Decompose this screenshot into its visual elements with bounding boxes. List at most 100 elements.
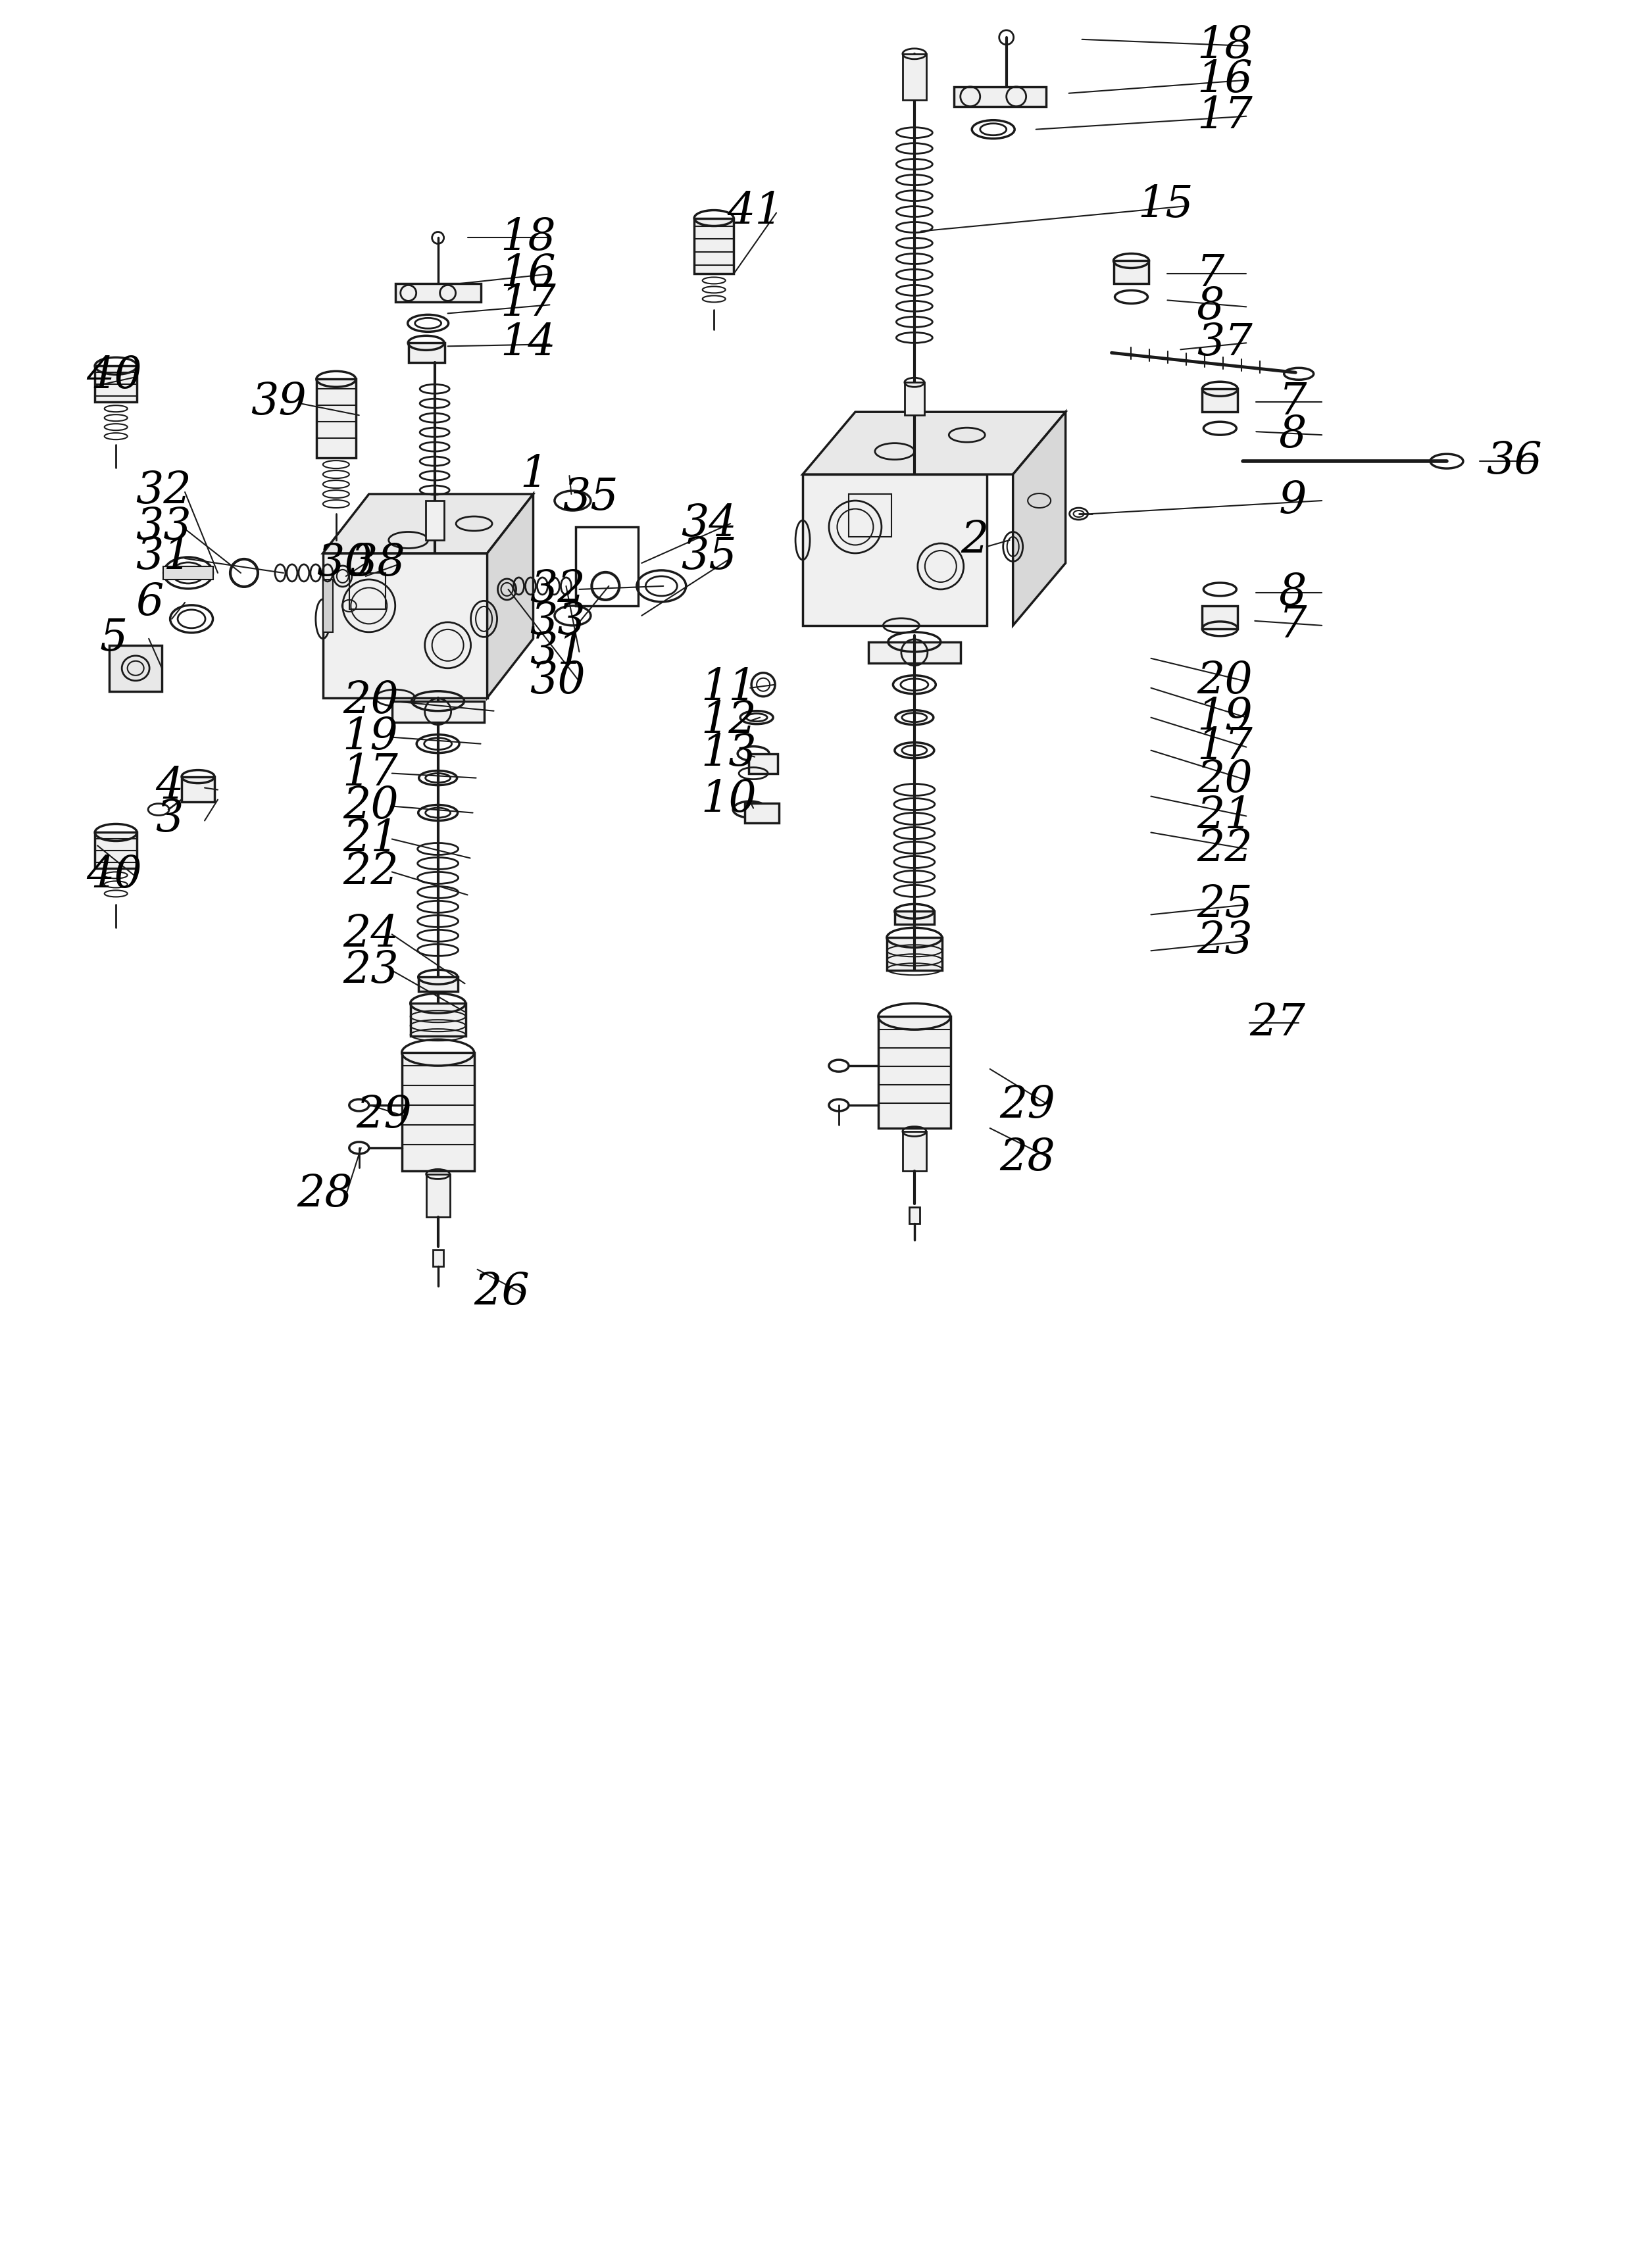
Text: 17: 17 (342, 752, 398, 794)
Bar (902, 1131, 927, 1171)
Bar (182, 776, 215, 801)
Bar (109, 646, 162, 691)
Text: 1: 1 (520, 454, 548, 497)
Bar (1203, 388, 1237, 413)
Text: 8: 8 (1198, 284, 1224, 327)
Bar (395, 284, 481, 302)
Text: 22: 22 (1198, 828, 1252, 871)
Bar (694, 219, 733, 273)
Text: 20: 20 (1198, 659, 1252, 702)
Bar (902, 54, 927, 99)
Text: 9: 9 (1279, 478, 1307, 521)
Text: 25: 25 (1198, 882, 1252, 925)
Text: 16: 16 (1198, 59, 1252, 102)
Polygon shape (487, 494, 534, 697)
Bar (410, 1004, 466, 1036)
Text: 33: 33 (530, 600, 586, 643)
Text: 20: 20 (342, 785, 398, 828)
Text: 35: 35 (563, 476, 618, 519)
Text: 30: 30 (530, 659, 586, 702)
Text: 40: 40 (86, 354, 142, 397)
Text: 7: 7 (1279, 605, 1307, 648)
Text: 11: 11 (700, 666, 757, 709)
Bar (426, 501, 444, 539)
Text: 15: 15 (1138, 183, 1194, 226)
Text: 24: 24 (342, 912, 398, 955)
Text: 12: 12 (700, 700, 757, 743)
Bar (317, 379, 355, 458)
Text: 17: 17 (1198, 724, 1252, 770)
Text: 37: 37 (1198, 320, 1252, 363)
Bar (748, 754, 778, 774)
Bar (1203, 605, 1237, 630)
Text: 26: 26 (474, 1271, 530, 1314)
Text: 34: 34 (681, 501, 737, 546)
Text: 16: 16 (501, 253, 557, 296)
Text: 31: 31 (135, 535, 192, 578)
Text: 38: 38 (349, 542, 405, 585)
Text: 30: 30 (317, 542, 372, 585)
Text: 29: 29 (999, 1083, 1056, 1126)
Text: 20: 20 (342, 679, 398, 722)
Text: 4: 4 (155, 765, 183, 808)
Text: 29: 29 (355, 1095, 411, 1138)
Polygon shape (322, 494, 534, 553)
Bar (401, 1052, 474, 1171)
Text: 31: 31 (530, 630, 586, 673)
Text: 8: 8 (1279, 571, 1307, 614)
Bar (94, 833, 137, 869)
Text: 5: 5 (99, 616, 127, 659)
Bar (803, 474, 986, 625)
Bar (322, 580, 332, 632)
Bar (849, 494, 892, 537)
Text: 8: 8 (1279, 413, 1307, 456)
Text: 6: 6 (135, 580, 164, 623)
Bar (895, 912, 933, 925)
Polygon shape (1013, 413, 1066, 625)
Text: 21: 21 (342, 817, 398, 860)
Text: 27: 27 (1249, 1002, 1305, 1045)
Bar (909, 1207, 920, 1223)
Text: 32: 32 (530, 569, 586, 612)
Text: 18: 18 (1198, 25, 1252, 68)
Bar (94, 366, 137, 402)
Text: 33: 33 (135, 506, 192, 548)
Text: 32: 32 (135, 469, 192, 512)
Text: 28: 28 (297, 1171, 352, 1214)
Text: 17: 17 (501, 282, 557, 325)
Text: 18: 18 (501, 217, 557, 260)
Bar (322, 553, 487, 697)
Bar (879, 1016, 950, 1128)
Text: 3: 3 (155, 799, 183, 842)
Text: 10: 10 (700, 779, 757, 822)
Text: 22: 22 (342, 851, 398, 894)
Text: 23: 23 (1198, 919, 1252, 961)
Text: 21: 21 (1198, 794, 1252, 837)
Text: 2: 2 (960, 519, 988, 562)
Text: 17: 17 (1198, 95, 1252, 138)
Text: 14: 14 (501, 320, 557, 363)
Text: 35: 35 (681, 535, 737, 578)
Text: 19: 19 (342, 715, 398, 758)
Text: 28: 28 (999, 1135, 1056, 1178)
Text: 19: 19 (1198, 695, 1252, 738)
Bar (905, 381, 923, 415)
Polygon shape (803, 413, 1066, 474)
Bar (953, 86, 1046, 106)
Bar (577, 526, 638, 605)
Bar (408, 343, 444, 363)
Bar (433, 1250, 443, 1266)
Bar (869, 641, 960, 664)
Text: 41: 41 (727, 190, 783, 232)
Text: 7: 7 (1279, 381, 1307, 424)
Bar (426, 1174, 449, 1217)
Text: 36: 36 (1487, 440, 1541, 483)
Bar (887, 937, 942, 971)
Text: 23: 23 (342, 948, 398, 991)
Text: 13: 13 (700, 731, 757, 774)
Text: 20: 20 (1198, 758, 1252, 801)
Text: 7: 7 (1198, 253, 1224, 296)
Bar (1113, 262, 1150, 284)
Bar (349, 573, 385, 609)
Bar (392, 702, 484, 722)
